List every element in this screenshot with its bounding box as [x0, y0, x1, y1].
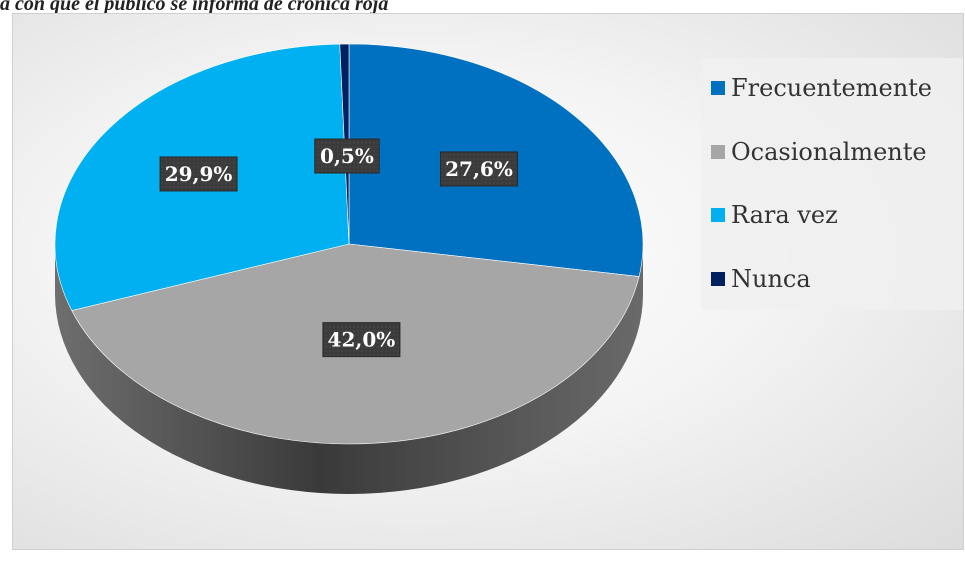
- data-label-box: [314, 138, 380, 174]
- legend-swatch: [711, 81, 725, 95]
- data-label-group: 0,5%: [314, 138, 380, 174]
- data-label-box: [440, 151, 519, 187]
- legend-label: Ocasionalmente: [731, 138, 927, 166]
- data-label: 42,0%: [328, 328, 396, 352]
- legend-item: Ocasionalmente: [711, 137, 927, 167]
- legend-item: Frecuentemente: [711, 73, 932, 103]
- legend: Frecuentemente Ocasionalmente Rara vez Nunc…: [701, 58, 963, 310]
- legend-label: Nunca: [731, 265, 811, 293]
- legend-swatch: [711, 272, 725, 286]
- legend-item: Rara vez: [711, 200, 838, 230]
- data-label-box: [322, 322, 401, 358]
- data-label: 29,9%: [165, 162, 233, 186]
- chart-area: 27,6% 42,0% 29,9% 0,5% Frecuentemente Ocasio…: [12, 13, 964, 550]
- pie-chart: 27,6% 42,0% 29,9% 0,5%: [54, 43, 644, 494]
- data-label-box: [159, 156, 238, 192]
- data-label: 0,5%: [320, 144, 374, 168]
- legend-item: Nunca: [711, 264, 811, 294]
- data-label-group: 42,0%: [322, 322, 401, 358]
- legend-label: Rara vez: [731, 201, 838, 229]
- pie-side-wall: [55, 244, 643, 494]
- data-label: 27,6%: [445, 157, 513, 181]
- data-label-group: 27,6%: [440, 151, 519, 187]
- figure-caption: a con que el público se informa de cróni…: [0, 0, 389, 15]
- data-label-group: 29,9%: [159, 156, 238, 192]
- legend-swatch: [711, 145, 725, 159]
- legend-label: Frecuentemente: [731, 74, 932, 102]
- legend-swatch: [711, 208, 725, 222]
